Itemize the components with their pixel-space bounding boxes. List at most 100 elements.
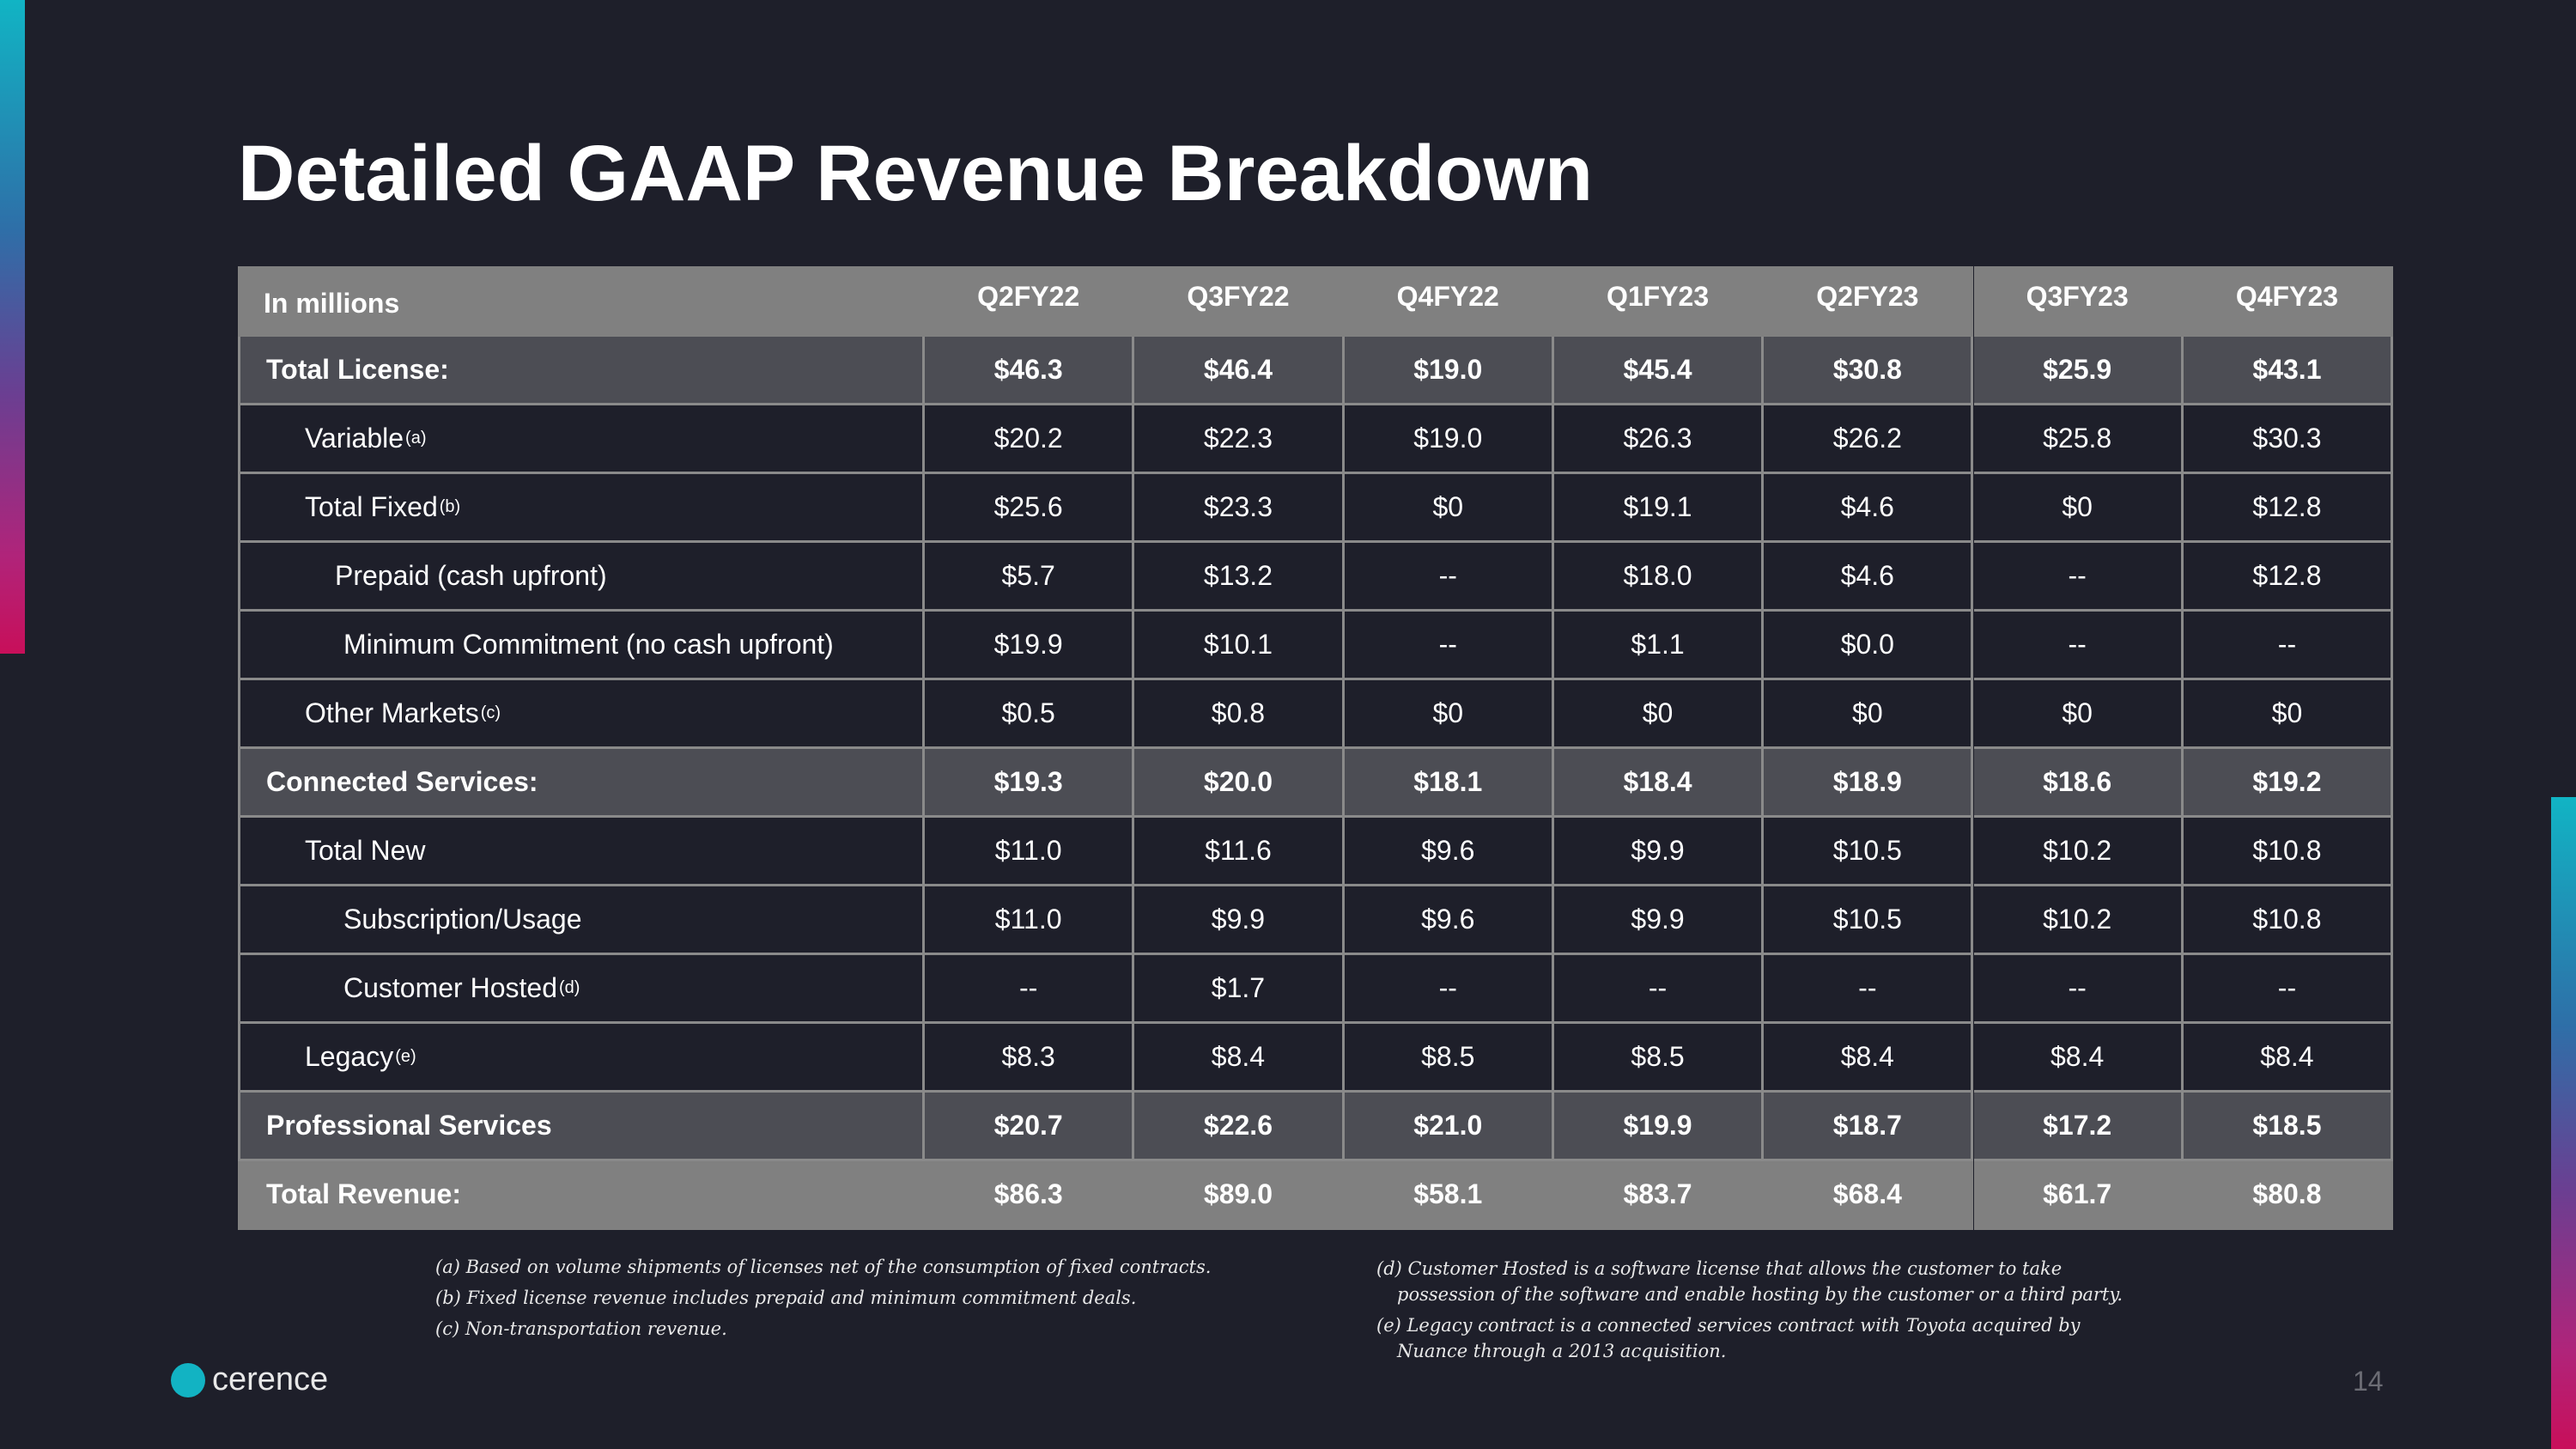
- value-cell: $4.6: [1764, 543, 1974, 612]
- value-cell: --: [925, 955, 1135, 1024]
- value-cell: $21.0: [1344, 1093, 1554, 1161]
- value-cell: $46.4: [1134, 337, 1345, 405]
- header-cell: Q2FY23: [1764, 266, 1974, 337]
- value-cell: $45.4: [1553, 337, 1765, 405]
- footnotes-left: (a) Based on volume shipments of license…: [435, 1254, 1294, 1347]
- value-cell: $25.9: [1973, 337, 2184, 405]
- value-cell: $8.4: [2183, 1024, 2394, 1093]
- row-label: Subscription/Usage: [238, 886, 925, 955]
- value-cell: --: [1344, 955, 1554, 1024]
- value-cell: $68.4: [1764, 1161, 1974, 1230]
- value-cell: --: [1344, 612, 1554, 680]
- value-cell: $10.5: [1764, 886, 1974, 955]
- value-cell: $0: [1764, 680, 1974, 749]
- value-cell: $19.2: [2183, 749, 2394, 818]
- value-cell: $20.2: [925, 405, 1135, 474]
- value-cell: $19.9: [925, 612, 1135, 680]
- value-cell: $18.1: [1344, 749, 1554, 818]
- value-cell: $46.3: [925, 337, 1135, 405]
- value-cell: $0: [1553, 680, 1765, 749]
- value-cell: $26.2: [1764, 405, 1974, 474]
- footnotes-right: (d) Customer Hosted is a software licens…: [1376, 1256, 2149, 1369]
- value-cell: $18.6: [1973, 749, 2184, 818]
- value-cell: $1.1: [1553, 612, 1765, 680]
- footnote-ref: (c): [480, 703, 501, 722]
- value-cell: $61.7: [1973, 1161, 2184, 1230]
- row-label-text: Connected Services:: [266, 766, 538, 797]
- value-cell: --: [2183, 955, 2394, 1024]
- value-cell: $58.1: [1344, 1161, 1554, 1230]
- header-cell: Q2FY22: [925, 266, 1135, 337]
- value-cell: --: [1553, 955, 1765, 1024]
- value-cell: $10.8: [2183, 886, 2394, 955]
- value-cell: $11.0: [925, 886, 1135, 955]
- revenue-table: In millions Q2FY22 Q3FY22 Q4FY22 Q1FY23 Q2FY2…: [238, 266, 2394, 1230]
- value-cell: $0.0: [1764, 612, 1974, 680]
- value-cell: --: [1973, 612, 2184, 680]
- row-label-text: Subscription/Usage: [343, 904, 582, 935]
- header-cell: In millions: [238, 266, 925, 337]
- row-label-text: Total Fixed: [305, 491, 438, 522]
- value-cell: $10.5: [1764, 818, 1974, 886]
- value-cell: $89.0: [1134, 1161, 1345, 1230]
- header-cell: Q4FY22: [1344, 266, 1554, 337]
- value-cell: $25.8: [1973, 405, 2184, 474]
- value-cell: $5.7: [925, 543, 1135, 612]
- value-cell: $0: [1344, 680, 1554, 749]
- value-cell: $83.7: [1553, 1161, 1765, 1230]
- value-cell: $10.8: [2183, 818, 2394, 886]
- footnote: (e) Legacy contract is a connected servi…: [1376, 1315, 2081, 1361]
- row-label: Prepaid (cash upfront): [238, 543, 925, 612]
- row-label: Total Revenue:: [238, 1161, 925, 1230]
- value-cell: $25.6: [925, 474, 1135, 543]
- value-cell: $8.4: [1973, 1024, 2184, 1093]
- value-cell: $20.7: [925, 1093, 1135, 1161]
- value-cell: --: [2183, 612, 2394, 680]
- value-cell: --: [1344, 543, 1554, 612]
- value-cell: $23.3: [1134, 474, 1345, 543]
- value-cell: $0: [1344, 474, 1554, 543]
- row-label: Customer Hosted (d): [238, 955, 925, 1024]
- value-cell: $8.4: [1134, 1024, 1345, 1093]
- row-label-text: Customer Hosted: [343, 972, 557, 1003]
- value-cell: $11.0: [925, 818, 1135, 886]
- header-cell: Q3FY22: [1134, 266, 1345, 337]
- value-cell: $0.5: [925, 680, 1135, 749]
- value-cell: $18.4: [1553, 749, 1765, 818]
- value-cell: $80.8: [2183, 1161, 2394, 1230]
- row-label: Minimum Commitment (no cash upfront): [238, 612, 925, 680]
- value-cell: $8.3: [925, 1024, 1135, 1093]
- value-cell: --: [1973, 955, 2184, 1024]
- value-cell: $12.8: [2183, 474, 2394, 543]
- value-cell: $9.6: [1344, 886, 1554, 955]
- value-cell: $19.9: [1553, 1093, 1765, 1161]
- value-cell: --: [1764, 955, 1974, 1024]
- value-cell: $11.6: [1134, 818, 1345, 886]
- value-cell: $0.8: [1134, 680, 1345, 749]
- value-cell: $86.3: [925, 1161, 1135, 1230]
- row-label-text: Total License:: [266, 354, 449, 385]
- header-cell: Q3FY23: [1973, 266, 2184, 337]
- row-label: Other Markets (c): [238, 680, 925, 749]
- footnote-ref: (a): [405, 429, 427, 447]
- value-cell: $9.9: [1553, 886, 1765, 955]
- row-label: Legacy (e): [238, 1024, 925, 1093]
- value-cell: $8.4: [1764, 1024, 1974, 1093]
- value-cell: $4.6: [1764, 474, 1974, 543]
- value-cell: $10.1: [1134, 612, 1345, 680]
- value-cell: $0: [1973, 474, 2184, 543]
- value-cell: $18.9: [1764, 749, 1974, 818]
- value-cell: $18.7: [1764, 1093, 1974, 1161]
- row-label: Variable (a): [238, 405, 925, 474]
- row-label-text: Other Markets: [305, 697, 479, 728]
- value-cell: $22.3: [1134, 405, 1345, 474]
- value-cell: $10.2: [1973, 818, 2184, 886]
- value-cell: $17.2: [1973, 1093, 2184, 1161]
- header-cell: Q1FY23: [1553, 266, 1765, 337]
- value-cell: $9.6: [1344, 818, 1554, 886]
- value-cell: $26.3: [1553, 405, 1765, 474]
- footnote: (c) Non-transportation revenue.: [435, 1318, 727, 1339]
- slide-title: Detailed GAAP Revenue Breakdown: [238, 130, 1594, 217]
- value-cell: $18.5: [2183, 1093, 2394, 1161]
